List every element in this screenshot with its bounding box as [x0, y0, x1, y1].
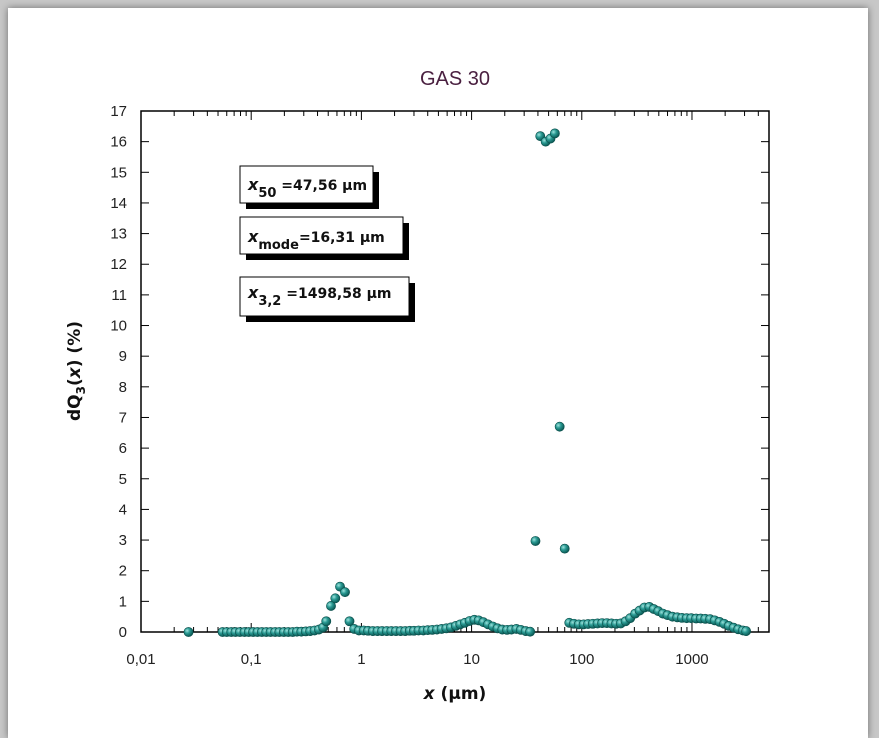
data-point	[554, 421, 565, 432]
ann-xmode-subscript: mode	[258, 238, 299, 253]
y-tick-label: 5	[119, 471, 127, 488]
chart-title: GAS 30	[420, 68, 490, 90]
data-point	[549, 128, 560, 139]
y-tick-label: 3	[119, 532, 127, 549]
data-point	[559, 543, 570, 554]
y-tick-label: 4	[119, 501, 127, 518]
data-point	[525, 626, 536, 637]
ann-x50-subscript: 50	[258, 186, 276, 201]
y-axis-title: dQ3(x) (%)	[65, 321, 88, 421]
tick-labels: 0,01 0,1 1 10 100 100001234567891011121314151…	[110, 103, 708, 668]
y-tick-label: 13	[110, 226, 127, 243]
y-tick-label: 2	[119, 563, 127, 580]
axis-ticks	[140, 110, 770, 633]
y-tick-label: 7	[119, 409, 127, 426]
y-tick-label: 11	[111, 287, 127, 304]
svg-text:x50 =47,56 µm: x50 =47,56 µm	[247, 175, 367, 201]
data-point	[330, 593, 341, 604]
ann-x32-symbol: x	[247, 283, 259, 302]
y-tick-label: 1	[119, 593, 127, 610]
data-point	[321, 616, 332, 627]
data-point	[340, 587, 350, 598]
x-tick-label: 1000	[675, 651, 708, 668]
ann-xmode-symbol: x	[247, 227, 259, 246]
data-point	[183, 627, 194, 637]
data-point	[530, 536, 541, 546]
x-tick-label: 10	[463, 651, 480, 668]
data-point	[741, 626, 752, 636]
plot-frame	[140, 110, 770, 633]
chart-card	[8, 8, 868, 738]
y-tick-label: 17	[110, 103, 127, 120]
ann-xmode-text: =16,31 µm	[299, 230, 385, 246]
x-tick-label: 0,01	[126, 651, 155, 668]
y-tick-label: 9	[119, 348, 127, 365]
ann-x50-symbol: x	[247, 175, 259, 194]
y-tick-label: 16	[110, 134, 127, 151]
data-point	[344, 616, 355, 627]
annotation-x32: x3,2 =1498,58 µm	[239, 276, 415, 322]
x-tick-label: 0,1	[241, 651, 262, 668]
data-point	[326, 601, 336, 611]
y-tick-label: 6	[119, 440, 127, 457]
y-tick-label: 15	[110, 164, 127, 181]
y-tick-label: 14	[110, 195, 127, 212]
x-tick-label: 100	[569, 651, 594, 668]
annotation-xmode: xmode=16,31 µm	[239, 216, 409, 260]
ann-x50-text: =47,56 µm	[276, 178, 367, 194]
svg-text:xmode=16,31 µm: xmode=16,31 µm	[247, 227, 385, 253]
svg-text:x3,2 =1498,58 µm: x3,2 =1498,58 µm	[247, 283, 392, 309]
data-points	[183, 128, 752, 637]
y-tick-label: 8	[119, 379, 127, 396]
y-tick-label: 12	[110, 256, 127, 273]
y-tick-label: 0	[119, 624, 127, 641]
y-tick-label: 10	[110, 318, 127, 335]
ann-x32-text: =1498,58 µm	[281, 286, 391, 302]
x-axis-title: x (µm)	[423, 684, 487, 704]
ann-x32-subscript: 3,2	[258, 294, 281, 309]
x-tick-label: 1	[357, 651, 365, 668]
annotation-x50: x50 =47,56 µm	[239, 165, 379, 209]
